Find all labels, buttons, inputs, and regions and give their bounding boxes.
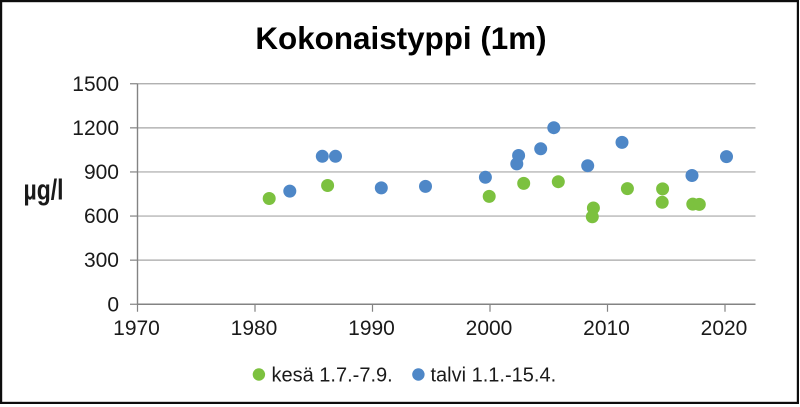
svg-text:kesä 1.7.-7.9.: kesä 1.7.-7.9. <box>272 365 393 387</box>
svg-text:Kokonaistyppi (1m): Kokonaistyppi (1m) <box>255 21 546 56</box>
svg-text:1500: 1500 <box>72 73 119 96</box>
svg-text:1980: 1980 <box>231 317 278 340</box>
svg-text:1200: 1200 <box>72 117 119 140</box>
svg-text:0: 0 <box>107 293 119 316</box>
svg-text:talvi 1.1.-15.4.: talvi 1.1.-15.4. <box>431 365 557 387</box>
svg-text:600: 600 <box>84 205 119 228</box>
svg-text:2020: 2020 <box>701 317 748 340</box>
svg-text:900: 900 <box>84 161 119 184</box>
svg-text:1970: 1970 <box>113 317 160 340</box>
svg-text:300: 300 <box>84 249 119 272</box>
svg-text:µg/l: µg/l <box>24 175 64 207</box>
svg-text:1990: 1990 <box>348 317 395 340</box>
svg-text:2000: 2000 <box>466 317 513 340</box>
svg-text:2010: 2010 <box>583 317 630 340</box>
